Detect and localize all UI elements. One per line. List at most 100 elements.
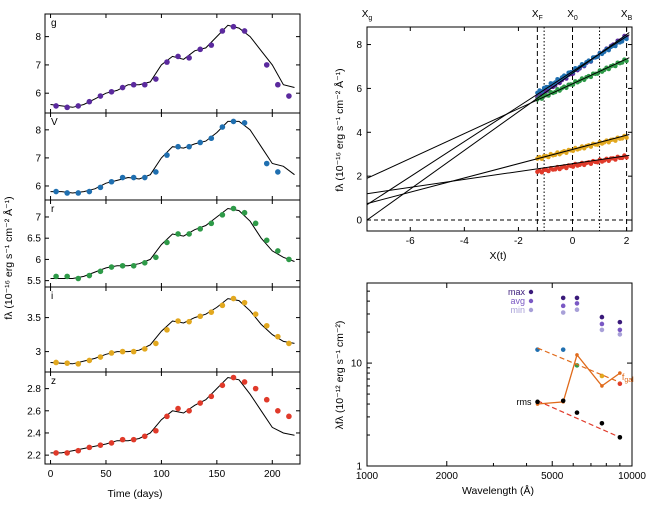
y-tick-label: 2 [356, 172, 362, 183]
tr-x-label: X(t) [490, 250, 507, 262]
band-label: z [51, 376, 56, 387]
top-label-sub: 0 [574, 15, 578, 22]
data-point [75, 103, 82, 109]
data-point [197, 139, 204, 146]
data-point [97, 184, 104, 191]
x-tick-label: 2000 [436, 471, 459, 482]
fit-line [366, 57, 630, 179]
data-point [153, 427, 159, 434]
data-point [624, 36, 629, 42]
sed-point [599, 327, 605, 333]
top-label-sub: g [368, 15, 372, 22]
x-tick-label: -4 [460, 236, 469, 247]
rms-point [574, 410, 580, 415]
data-point [208, 135, 215, 142]
top-label-sub: B [628, 15, 633, 22]
data-point [230, 374, 237, 381]
panel-frame [366, 26, 633, 232]
x-tick-label: 0 [48, 469, 54, 480]
data-point [263, 160, 270, 167]
data-point [75, 190, 82, 196]
data-point [186, 231, 192, 237]
data-point [53, 359, 59, 366]
x-tick-label: 5000 [541, 471, 564, 482]
data-point [241, 299, 248, 306]
data-point [86, 357, 93, 364]
data-point [164, 327, 170, 333]
y-tick-label: 6 [35, 255, 41, 266]
data-point [141, 81, 148, 88]
band-label: i [51, 291, 53, 302]
data-point [86, 98, 93, 105]
data-point [97, 93, 104, 99]
gal-point [575, 353, 579, 357]
data-point [153, 254, 159, 261]
data-point [186, 55, 192, 61]
data-point [119, 436, 126, 443]
legend-label: avg [510, 296, 525, 306]
data-point [86, 272, 93, 279]
data-point [208, 42, 215, 48]
x-tick-label: 100 [153, 469, 170, 480]
data-point [208, 220, 215, 227]
legend-marker [528, 289, 534, 295]
data-point [75, 361, 82, 367]
data-point [219, 302, 226, 309]
x-tick-label: 10000 [618, 471, 646, 482]
panel-frame [366, 282, 633, 467]
gal-point [600, 384, 604, 388]
data-point [130, 348, 137, 355]
data-point [130, 262, 137, 269]
panel-frame [44, 286, 301, 373]
data-point [286, 340, 292, 347]
panel-frame [44, 112, 301, 201]
y-tick-label: 6 [35, 181, 41, 192]
y-tick-label: 2.6 [27, 406, 41, 417]
data-point [64, 190, 70, 196]
data-point [186, 143, 192, 150]
gal-point [618, 371, 622, 375]
data-point [219, 28, 226, 34]
x-tick-label: 0 [570, 236, 576, 247]
data-point [252, 385, 259, 392]
data-point [86, 188, 93, 195]
gal-label-sub: gal [624, 377, 634, 384]
model-line [50, 24, 295, 108]
data-point [130, 436, 137, 443]
data-point [64, 104, 70, 111]
data-point [175, 318, 181, 324]
x-tick-label: 150 [209, 469, 226, 480]
fit-line [366, 134, 630, 205]
model-line [50, 120, 295, 194]
left-x-label: Time (days) [107, 488, 162, 500]
data-point [275, 248, 281, 254]
data-point [286, 256, 292, 263]
y-tick-label: 0 [356, 216, 362, 227]
data-point [97, 354, 104, 360]
gal-line [537, 353, 621, 405]
data-point [141, 346, 148, 352]
data-point [241, 28, 248, 34]
data-point [208, 309, 215, 315]
flux-flux-plot: -6 -4 -2 0 2 0 2 4 6 8 Xg XF X0 XB [356, 9, 632, 247]
data-point [153, 340, 159, 347]
rms-label: rms [517, 397, 532, 407]
data-point [175, 143, 181, 150]
y-tick-label: 2.4 [27, 428, 41, 439]
rms-fit [537, 400, 621, 438]
data-point [119, 262, 126, 269]
sed-point [574, 307, 580, 313]
y-tick-label: 7 [35, 153, 41, 164]
data-point [108, 440, 115, 446]
data-point [119, 84, 126, 91]
data-point [108, 88, 115, 95]
data-point [64, 273, 70, 280]
sed-point [574, 301, 580, 306]
y-tick-label: 10 [351, 359, 363, 370]
x-tick-label: -6 [406, 236, 415, 247]
top-label: X0 [567, 9, 578, 22]
data-point [153, 169, 159, 175]
data-point [241, 379, 248, 385]
x-tick-label: 2 [624, 236, 630, 247]
data-point [75, 275, 82, 282]
